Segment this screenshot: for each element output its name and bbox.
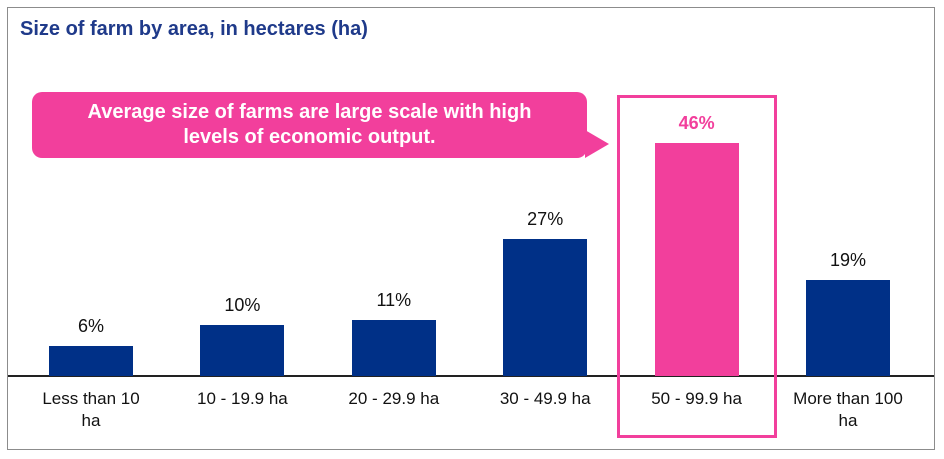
x-tick-label: 20 - 29.9 ha (348, 389, 440, 408)
value-label: 46% (678, 112, 715, 133)
bar (503, 239, 588, 376)
baseline (8, 375, 934, 377)
annotation: Average size of farms are large scale wi… (32, 92, 587, 158)
highlight-box (616, 95, 777, 438)
value-label: 19% (829, 249, 867, 270)
value-label: 10% (224, 295, 261, 316)
bar (806, 279, 890, 376)
value-label: 27% (527, 209, 564, 230)
annotation-pointer (585, 130, 609, 158)
x-tick-label: More than 100 ha (793, 389, 903, 430)
annotation-text: Average size of farms are large scale wi… (87, 101, 532, 148)
bar (49, 345, 133, 376)
bar (351, 320, 436, 376)
x-tick-label: Less than 10 ha (42, 389, 140, 430)
bar (654, 142, 739, 376)
bar (200, 325, 285, 376)
value-label: 11% (376, 290, 412, 311)
chart-title: Size of farm by area, in hectares (ha) (20, 18, 368, 40)
x-tick-label: 30 - 49.9 ha (499, 389, 591, 408)
frame (7, 7, 935, 450)
value-label: 6% (77, 315, 104, 336)
x-tick-label: 10 - 19.9 ha (197, 389, 288, 408)
x-tick-label: 50 - 99.9 ha (651, 389, 742, 408)
